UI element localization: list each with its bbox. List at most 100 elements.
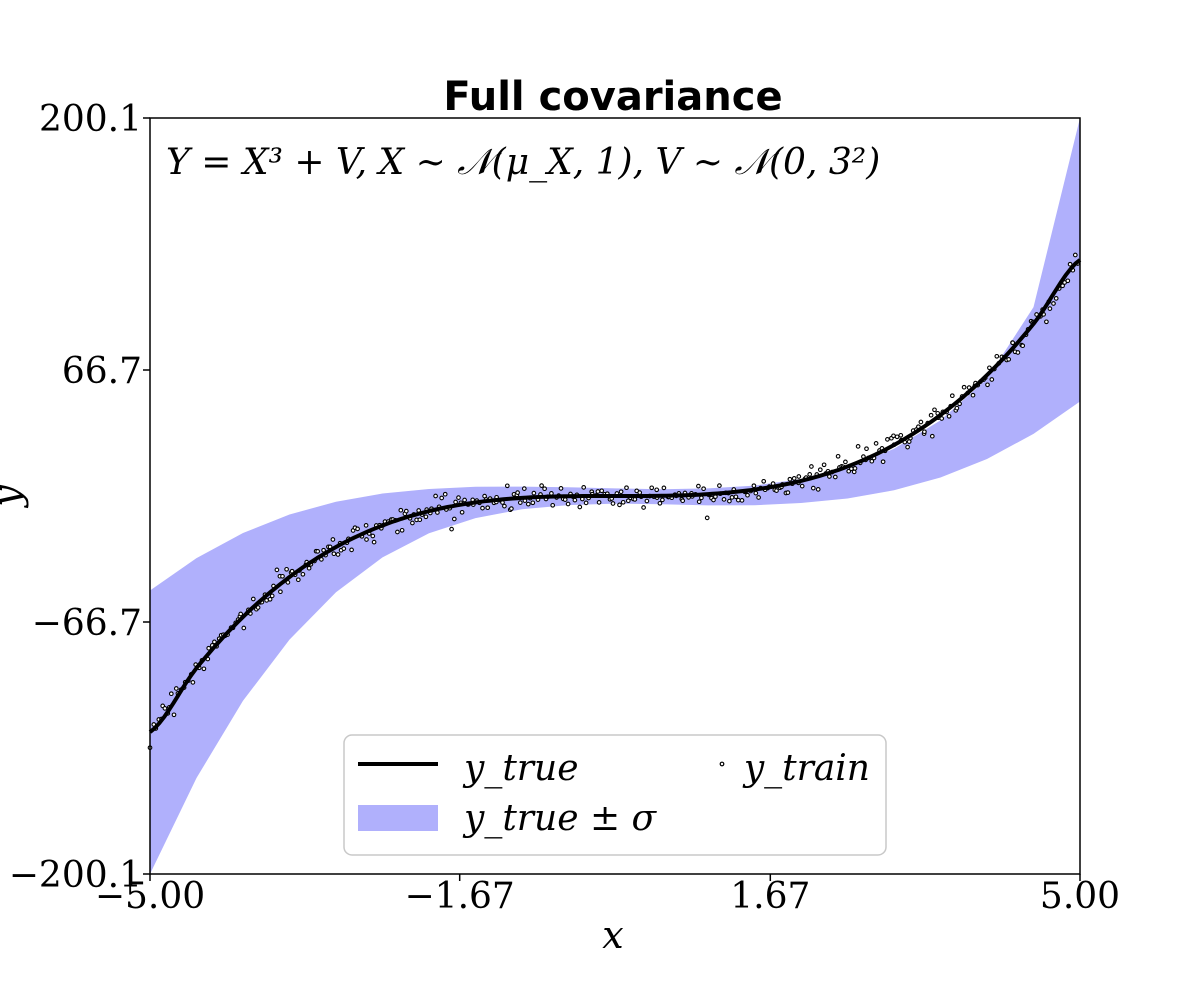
train-point bbox=[624, 485, 629, 491]
equation-annotation: Y = X³ + V, X ∼ 𝒩(μ_X, 1), V ∼ 𝒩(0, 3²) bbox=[166, 142, 880, 183]
train-point bbox=[1006, 357, 1012, 362]
train-point bbox=[349, 547, 354, 553]
train-point bbox=[739, 498, 745, 503]
train-point bbox=[787, 476, 793, 482]
train-point bbox=[371, 539, 377, 545]
x-axis-ticks: −5.00 −1.67 1.67 5.00 bbox=[95, 874, 1120, 917]
legend: y_true y_train y_true ± σ bbox=[343, 734, 887, 856]
train-point bbox=[364, 537, 369, 542]
train-point bbox=[843, 459, 848, 465]
train-point bbox=[581, 485, 587, 490]
x-tick-label: −5.00 bbox=[95, 876, 205, 917]
train-point bbox=[599, 488, 605, 494]
y-tick-label: −66.7 bbox=[32, 603, 142, 644]
train-point bbox=[1072, 252, 1078, 258]
y-axis-label: y bbox=[0, 485, 29, 509]
y-axis-ticks: −200.1 −66.7 66.7 200.1 bbox=[9, 99, 150, 896]
train-point bbox=[370, 533, 376, 539]
train-point bbox=[733, 494, 739, 500]
train-point bbox=[280, 573, 285, 579]
legend-point-symbol bbox=[719, 761, 725, 767]
train-point bbox=[423, 514, 429, 520]
train-point bbox=[238, 611, 244, 617]
train-point bbox=[727, 498, 732, 504]
train-point bbox=[835, 453, 841, 459]
train-point bbox=[449, 526, 454, 532]
train-point bbox=[485, 505, 491, 511]
train-point bbox=[661, 485, 667, 491]
train-point bbox=[542, 486, 547, 492]
train-point bbox=[785, 490, 791, 495]
train-point bbox=[162, 706, 168, 711]
train-point bbox=[745, 492, 750, 498]
train-point bbox=[809, 464, 814, 469]
train-point bbox=[241, 625, 247, 631]
legend-label-band: y_true ± σ bbox=[462, 798, 658, 839]
train-point bbox=[456, 495, 461, 500]
train-point bbox=[1010, 340, 1016, 346]
train-point bbox=[696, 499, 702, 505]
train-point bbox=[756, 495, 761, 500]
train-point bbox=[480, 505, 485, 511]
legend-box bbox=[343, 734, 887, 856]
train-point bbox=[894, 434, 900, 440]
train-point bbox=[439, 495, 445, 501]
train-point bbox=[735, 497, 741, 503]
train-point bbox=[462, 497, 467, 503]
train-point bbox=[799, 483, 805, 489]
train-point bbox=[417, 517, 423, 523]
chart-title: Full covariance bbox=[443, 74, 782, 120]
train-point bbox=[595, 489, 601, 494]
train-point bbox=[946, 413, 952, 419]
train-point bbox=[410, 520, 415, 526]
train-point bbox=[1051, 301, 1056, 306]
train-point bbox=[885, 437, 890, 442]
train-point bbox=[987, 365, 992, 371]
train-point bbox=[558, 486, 564, 491]
train-point bbox=[807, 472, 813, 477]
train-point bbox=[751, 483, 757, 489]
train-point bbox=[171, 712, 177, 718]
legend-band-symbol bbox=[358, 805, 438, 831]
train-point bbox=[791, 476, 797, 481]
train-point bbox=[459, 509, 465, 515]
train-point bbox=[1044, 319, 1049, 325]
axes-frame bbox=[149, 117, 1081, 875]
train-point bbox=[255, 605, 261, 610]
train-point bbox=[817, 467, 823, 473]
train-point bbox=[335, 552, 341, 557]
train-point bbox=[403, 508, 409, 514]
train-point bbox=[753, 490, 759, 496]
train-point bbox=[504, 483, 510, 489]
train-point bbox=[1053, 296, 1059, 301]
train-point bbox=[864, 446, 869, 452]
train-point bbox=[654, 487, 660, 493]
train-point bbox=[929, 433, 935, 439]
train-point bbox=[717, 483, 722, 488]
train-point bbox=[398, 507, 404, 513]
train-point bbox=[649, 485, 655, 491]
train-point bbox=[869, 458, 875, 464]
train-point bbox=[577, 504, 583, 510]
train-point bbox=[632, 497, 638, 502]
train-point bbox=[562, 497, 568, 502]
y-tick-label: 200.1 bbox=[39, 99, 142, 140]
train-point bbox=[550, 502, 556, 508]
train-point bbox=[821, 462, 827, 468]
train-point bbox=[341, 546, 347, 551]
train-point bbox=[363, 523, 369, 528]
train-point bbox=[173, 686, 179, 691]
train-point bbox=[168, 691, 174, 697]
train-point bbox=[711, 497, 716, 503]
train-point bbox=[949, 393, 955, 399]
train-point bbox=[515, 490, 520, 495]
train-point bbox=[306, 565, 312, 571]
train-point bbox=[583, 500, 589, 506]
train-point bbox=[880, 459, 886, 465]
train-point bbox=[331, 551, 337, 557]
train-point bbox=[680, 498, 686, 504]
train-point bbox=[905, 444, 910, 450]
train-point bbox=[442, 491, 448, 497]
train-point bbox=[644, 498, 650, 504]
